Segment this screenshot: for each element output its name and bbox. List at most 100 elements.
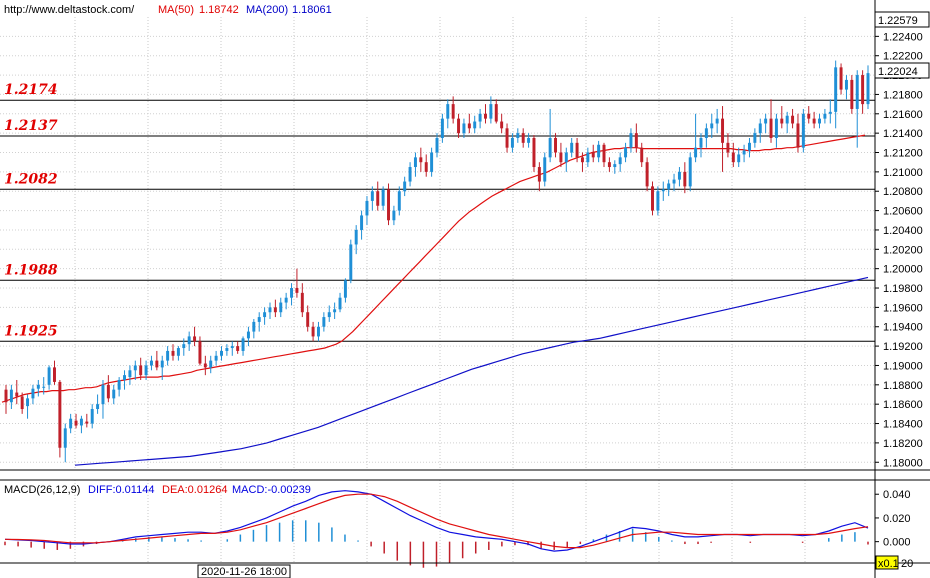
- candle-body: [537, 167, 541, 182]
- candle-body: [9, 389, 13, 403]
- price-tick-label: 1.18400: [883, 419, 923, 431]
- price-tick-label: 1.20200: [883, 244, 923, 256]
- candle-body: [791, 115, 795, 124]
- candle-body: [230, 346, 234, 349]
- candle-body: [365, 200, 369, 216]
- candle-body: [408, 167, 412, 182]
- macd-histogram-value: MACD:-0.00239: [232, 484, 311, 496]
- candle-body: [144, 365, 148, 376]
- candle-body: [413, 157, 417, 168]
- candle-body: [721, 118, 725, 143]
- candle-body: [580, 157, 584, 163]
- candle-body: [564, 152, 568, 163]
- candle-body: [74, 420, 78, 426]
- candle-body: [618, 157, 622, 165]
- price-tick-label: 1.19200: [883, 341, 923, 353]
- candle-body: [381, 189, 385, 206]
- candle-body: [484, 113, 487, 119]
- candle-body: [785, 115, 789, 124]
- candle-body: [149, 360, 153, 366]
- candle-body: [634, 133, 638, 148]
- candle-body: [69, 418, 73, 429]
- candle-body: [710, 123, 714, 129]
- candle-body: [457, 118, 461, 134]
- candle-body: [220, 350, 223, 356]
- candle-body: [133, 365, 137, 371]
- ma200-value: 1.18061: [292, 4, 332, 16]
- candle-body: [688, 157, 692, 187]
- candle-body: [543, 157, 547, 182]
- candle-body: [139, 365, 143, 376]
- macd-tick-label: 0.000: [883, 537, 911, 549]
- level-lines: 1.2174 1.2137 1.2082 1.1988 1.1925: [0, 82, 875, 342]
- level-label: 1.1925: [4, 323, 58, 339]
- price-tick-label: 1.21800: [883, 89, 923, 101]
- candle-body: [63, 428, 67, 448]
- price-tick-label: 1.21400: [883, 128, 923, 140]
- candle-body: [31, 388, 35, 399]
- candle-body: [699, 137, 703, 148]
- candle-body: [521, 133, 525, 143]
- candle-body: [90, 409, 94, 424]
- macd-dea-value: DEA:0.01264: [162, 484, 227, 496]
- candle-body: [252, 321, 256, 332]
- candle-body: [268, 307, 272, 313]
- candle-body: [661, 189, 665, 192]
- candle-body: [203, 363, 207, 368]
- candle-body: [160, 360, 164, 368]
- candle-body: [467, 123, 471, 129]
- candle-body: [737, 154, 741, 163]
- candle-body: [225, 348, 229, 351]
- candle-body: [769, 118, 773, 138]
- candle-body: [187, 336, 191, 345]
- price-tick-label: 1.18600: [883, 399, 923, 411]
- candle-body: [548, 137, 552, 158]
- candle-body: [440, 118, 444, 138]
- zoom-box[interactable]: [875, 555, 899, 570]
- candle-body: [176, 348, 180, 356]
- candle-body: [446, 104, 450, 119]
- candle-body: [387, 189, 390, 221]
- candle-body: [747, 142, 751, 151]
- candle-body: [257, 317, 261, 322]
- price-tick-label: 1.21600: [883, 109, 923, 121]
- candle-body: [570, 142, 574, 153]
- candle-body: [807, 113, 811, 119]
- candle-body: [322, 317, 326, 327]
- candle-body: [505, 128, 509, 148]
- current-price-value: 1.22024: [878, 66, 918, 78]
- candle-body: [198, 341, 202, 364]
- candle-body: [667, 183, 671, 190]
- candle-body: [392, 210, 396, 221]
- candle-body: [844, 79, 848, 90]
- candle-body: [155, 360, 159, 368]
- candle-body: [510, 137, 514, 148]
- candle-body: [855, 75, 859, 109]
- candle-body: [559, 152, 563, 163]
- candle-body: [818, 118, 821, 124]
- candle-body: [828, 111, 832, 114]
- candle-body: [419, 157, 423, 163]
- candle-body: [758, 123, 762, 134]
- moving-averages: [1, 134, 869, 466]
- candle-body: [866, 73, 870, 105]
- candle-body: [683, 171, 687, 187]
- candle-body: [128, 370, 132, 378]
- grid-layer: [0, 17, 875, 563]
- current-price-box: [874, 62, 930, 79]
- macd-dea-line: [4, 493, 869, 549]
- candle-body: [861, 75, 865, 105]
- candle-body: [435, 137, 439, 153]
- candle-body: [101, 384, 105, 405]
- candle-body: [397, 191, 401, 211]
- ma50-label: MA(50): [158, 4, 194, 16]
- date-label: 2020-11-26 18:00: [201, 566, 287, 578]
- candle-body: [47, 367, 51, 385]
- price-tick-label: 1.21000: [883, 167, 923, 179]
- candle-body: [333, 309, 337, 313]
- candle-body: [823, 113, 827, 119]
- candle-body: [473, 121, 477, 129]
- price-tick-label: 1.20800: [883, 186, 923, 198]
- price-tick-label: 1.20600: [883, 206, 923, 218]
